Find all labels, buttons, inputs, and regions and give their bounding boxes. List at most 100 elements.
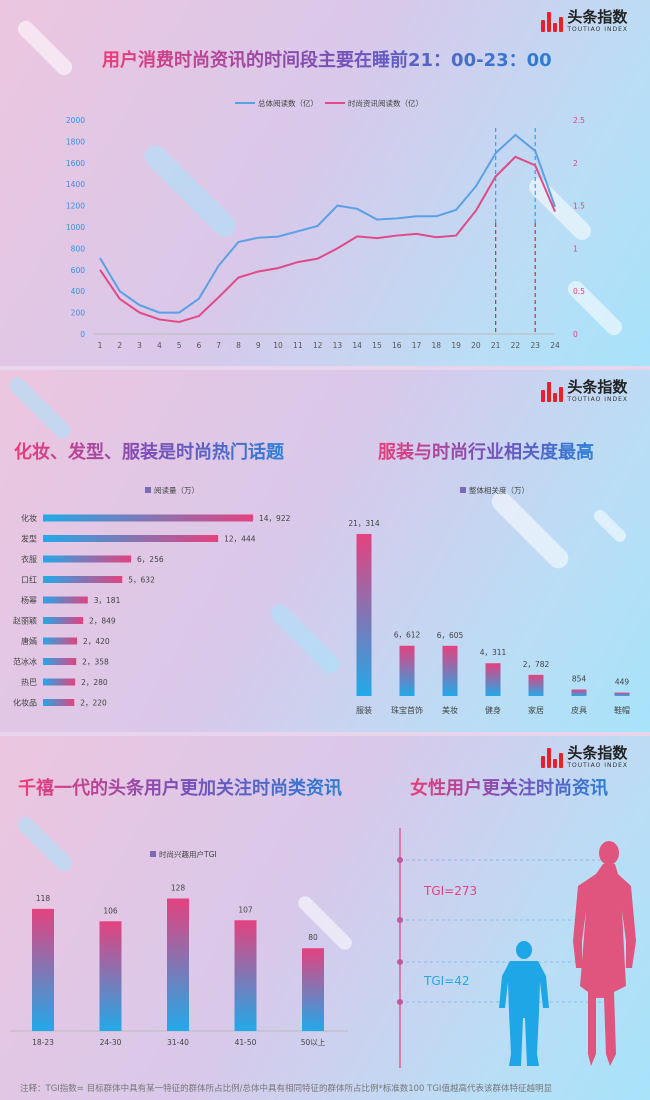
topic-bar xyxy=(43,678,76,686)
legend-label: 时尚资讯阅读数（亿） xyxy=(348,98,423,108)
y-left-tick-label: 1200 xyxy=(66,202,85,211)
brand-name: 头条指数 xyxy=(567,744,628,762)
y-left-tick-label: 1400 xyxy=(66,180,85,189)
category-label: 皮具 xyxy=(571,705,587,715)
tgi-female-label: TGI=273 xyxy=(424,884,478,898)
x-tick-label: 22 xyxy=(511,341,521,350)
x-tick-label: 24 xyxy=(550,341,560,350)
legend-swatch xyxy=(150,851,156,857)
y-left-tick-label: 1000 xyxy=(66,223,85,232)
category-label: 杨幂 xyxy=(21,595,37,605)
x-tick-label: 4 xyxy=(157,341,162,350)
headline-industry: 服装与时尚行业相关度最高 xyxy=(378,438,594,464)
brand-en: TOUTIAO INDEX xyxy=(567,396,628,403)
category-label: 珠宝首饰 xyxy=(391,705,423,715)
bar-value-label: 6，612 xyxy=(394,631,421,640)
bar-value-label: 2，280 xyxy=(81,678,108,687)
headline-time: 用户消费时尚资讯的时间段主要在睡前21：00-23：00 xyxy=(102,46,552,72)
hbar-chart-topics: 阅读量（万） 化妆 14，922 发型 12，444 衣服 6，256 口红 5，632 杨幂 3，… xyxy=(13,485,291,708)
topic-bar xyxy=(43,514,253,522)
category-label: 赵丽颖 xyxy=(13,616,37,626)
logo-bars-icon xyxy=(541,11,564,32)
footnote: 注释：TGI指数= 目标群体中具有某一特征的群体所占比例/总体中具有相同特征的群… xyxy=(20,1084,552,1094)
y-left-tick-label: 800 xyxy=(71,244,86,253)
panel-demographics: 头条指数 TOUTIAO INDEX 千禧一代的头条用户更加关注时尚类资讯 女性用… xyxy=(0,736,650,1100)
x-tick-label: 8 xyxy=(236,341,241,350)
bar-value-label: 2，420 xyxy=(83,637,110,646)
brand-name: 头条指数 xyxy=(567,8,628,26)
y-left-tick-label: 1600 xyxy=(66,159,85,168)
x-tick-label: 9 xyxy=(256,341,261,350)
toutiao-index-logo: 头条指数 TOUTIAO INDEX xyxy=(541,380,628,403)
bar-value-label: 128 xyxy=(171,884,186,893)
x-tick-label: 2 xyxy=(117,341,122,350)
category-label: 31-40 xyxy=(167,1038,189,1047)
age-tgi-bar xyxy=(302,948,324,1031)
industry-bar xyxy=(356,534,372,696)
bar-value-label: 106 xyxy=(103,906,118,915)
bar-value-label: 21，314 xyxy=(348,519,380,528)
series-total-reads-line xyxy=(99,133,556,314)
topic-bar xyxy=(43,617,84,624)
x-tick-label: 20 xyxy=(471,341,481,350)
x-tick-label: 6 xyxy=(197,341,202,350)
x-tick-label: 13 xyxy=(333,341,343,350)
industry-bar xyxy=(485,663,501,696)
industry-bar xyxy=(399,645,415,696)
y-left-tick-label: 2000 xyxy=(66,116,85,125)
category-label: 热巴 xyxy=(21,677,37,687)
x-tick-label: 7 xyxy=(216,341,221,350)
bar-value-label: 854 xyxy=(572,675,587,684)
category-label: 发型 xyxy=(21,534,37,544)
legend-swatch xyxy=(460,487,466,493)
category-label: 化妆 xyxy=(21,513,37,523)
x-tick-label: 16 xyxy=(392,341,402,350)
topic-bar xyxy=(43,596,88,604)
age-tgi-bar xyxy=(99,921,122,1031)
tgi-male-label: TGI=42 xyxy=(424,974,470,988)
y-left-tick-label: 400 xyxy=(71,287,86,296)
topic-bar xyxy=(43,637,78,645)
panel-time-of-day: 头条指数 TOUTIAO INDEX 用户消费时尚资讯的时间段主要在睡前21：00… xyxy=(0,0,650,366)
x-tick-label: 12 xyxy=(313,341,323,350)
y-left-tick-label: 1800 xyxy=(66,137,85,146)
y-right-tick-label: 1.5 xyxy=(573,202,585,211)
bar-chart-age-tgi: 时尚兴趣用户TGI 118 18-23 106 24-30 128 31-40 107 41-5… xyxy=(10,849,348,1047)
tgi-axis-dots xyxy=(397,857,403,1005)
x-tick-label: 11 xyxy=(293,341,303,350)
legend-label: 时尚兴趣用户TGI xyxy=(159,849,217,859)
topic-bar xyxy=(43,699,75,706)
y-right-tick-label: 0.5 xyxy=(573,287,585,296)
bar-value-label: 5，632 xyxy=(128,576,155,585)
logo-bars-icon xyxy=(541,747,564,768)
category-label: 家居 xyxy=(528,705,544,715)
bar-value-label: 2，358 xyxy=(82,658,109,667)
line-chart-reading-by-hour: 0 200 400 600 800 1000 1200 1400 1600 1800 2000 0 0.… xyxy=(66,98,585,350)
legend-label: 阅读量（万） xyxy=(154,485,199,495)
bar-value-label: 14，922 xyxy=(259,514,291,523)
headline-gender: 女性用户更关注时尚资讯 xyxy=(410,774,608,800)
x-tick-label: 18 xyxy=(432,341,442,350)
brand-en: TOUTIAO INDEX xyxy=(567,26,628,33)
y-left-tick-label: 200 xyxy=(71,309,86,318)
industry-bar xyxy=(571,689,587,696)
bar-value-label: 12，444 xyxy=(224,535,256,544)
x-tick-label: 14 xyxy=(352,341,362,350)
toutiao-index-logo: 头条指数 TOUTIAO INDEX xyxy=(541,10,628,33)
logo-bars-icon xyxy=(541,381,564,402)
toutiao-index-logo: 头条指数 TOUTIAO INDEX xyxy=(541,746,628,769)
x-tick-label: 23 xyxy=(530,341,540,350)
industry-bar xyxy=(614,692,630,696)
age-tgi-bar xyxy=(234,920,257,1031)
bar-chart-industry-relevance: 整体相关度（万） 21，314 服装 6，612 珠宝首饰 6，605 美妆 4，311 健身 2… xyxy=(348,485,630,715)
brand-name: 头条指数 xyxy=(567,378,628,396)
category-label: 唐嫣 xyxy=(21,636,37,646)
bar-value-label: 2，782 xyxy=(523,660,550,669)
y-right-tick-label: 1 xyxy=(573,244,578,253)
headline-topics: 化妆、发型、服装是时尚热门话题 xyxy=(14,438,284,464)
x-tick-label: 3 xyxy=(137,341,142,350)
x-tick-label: 19 xyxy=(451,341,461,350)
category-label: 50以上 xyxy=(301,1038,326,1047)
male-silhouette-icon xyxy=(499,941,549,1066)
x-tick-label: 10 xyxy=(273,341,283,350)
